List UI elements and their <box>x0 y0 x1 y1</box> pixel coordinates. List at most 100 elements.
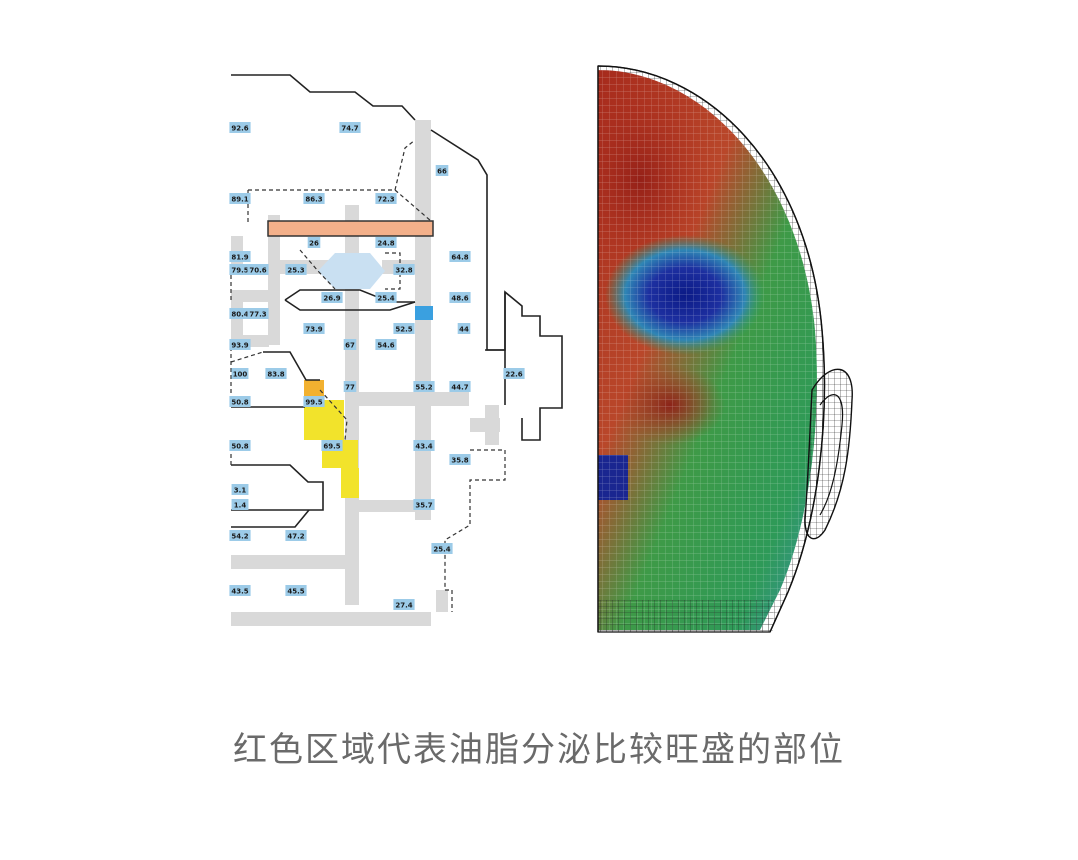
value-label-text: 43.4 <box>415 443 432 451</box>
value-label-box <box>229 339 251 350</box>
value-label-box <box>229 440 251 451</box>
value-label-box <box>375 292 397 303</box>
value-label-text: 35.8 <box>451 457 468 465</box>
value-label-text: 54.2 <box>231 533 248 541</box>
value-label-box <box>303 323 325 334</box>
value-label: 77 <box>343 381 357 392</box>
value-label-text: 80.4 <box>231 311 248 319</box>
value-label-box <box>229 530 251 541</box>
value-label-box <box>449 454 471 465</box>
value-label: 67 <box>343 339 357 350</box>
value-label-box <box>393 264 415 275</box>
value-label-box <box>449 292 471 303</box>
value-label: 83.8 <box>265 368 287 379</box>
value-label-text: 64.8 <box>451 254 468 262</box>
value-label-box <box>321 440 343 451</box>
value-label-box <box>285 530 307 541</box>
value-label-text: 92.6 <box>231 125 248 133</box>
value-label-text: 69.5 <box>323 443 340 451</box>
zone-dashed-outlines <box>230 139 506 612</box>
value-label-box <box>285 264 307 275</box>
value-label-text: 81.9 <box>231 254 248 262</box>
value-label-text: 72.3 <box>377 196 394 204</box>
neck-mesh <box>598 600 773 632</box>
value-label-box <box>231 499 249 510</box>
value-label: 93.9 <box>229 339 251 350</box>
sebum-values: 92.6 74.7 66 89.1 86.3 72.3 26 24.8 64.8 81.9 79.5… <box>229 122 525 610</box>
value-label-text: 54.6 <box>377 342 394 350</box>
value-label: 52.5 <box>393 323 415 334</box>
value-label: 24.8 <box>375 237 397 248</box>
value-label: 44.7 <box>449 381 471 392</box>
value-label-text: 45.5 <box>287 588 304 596</box>
value-label-text: 3.1 <box>234 487 247 495</box>
value-label-box <box>247 264 269 275</box>
zone-grid-bars <box>231 120 500 626</box>
value-label-text: 77.3 <box>249 311 266 319</box>
value-label: 35.8 <box>449 454 471 465</box>
value-label-text: 24.8 <box>377 240 394 248</box>
value-label: 3.1 <box>231 484 249 495</box>
value-label-text: 44 <box>459 326 469 334</box>
value-label-box <box>229 251 251 262</box>
value-label-box <box>503 368 525 379</box>
value-label-box <box>265 368 287 379</box>
value-label: 72.3 <box>375 193 397 204</box>
value-label-box <box>449 381 471 392</box>
value-label-box <box>303 396 325 407</box>
value-label-box <box>231 368 249 379</box>
value-label-text: 26 <box>309 240 319 248</box>
value-label-text: 26.9 <box>323 295 340 303</box>
accent-square <box>415 306 433 320</box>
value-label-box <box>413 499 435 510</box>
zone-outlines <box>231 74 563 528</box>
value-label-box <box>375 237 397 248</box>
head-heatmap <box>597 65 853 633</box>
value-label: 22.6 <box>503 368 525 379</box>
value-label-box <box>229 396 251 407</box>
value-label-box <box>229 585 251 596</box>
brow-highlight-bar <box>267 220 434 237</box>
value-label-box <box>229 264 251 275</box>
value-label-box <box>375 339 397 350</box>
value-label-text: 89.1 <box>231 196 248 204</box>
value-label-text: 25.4 <box>433 546 450 554</box>
value-label-text: 47.2 <box>287 533 304 541</box>
value-label: 26 <box>307 237 321 248</box>
value-label: 32.8 <box>393 264 415 275</box>
value-label: 27.4 <box>393 599 415 610</box>
value-label: 86.3 <box>303 193 325 204</box>
value-label-text: 25.3 <box>287 267 304 275</box>
value-label-text: 32.8 <box>395 267 412 275</box>
value-label: 69.5 <box>321 440 343 451</box>
value-label-box <box>307 237 321 248</box>
value-label-text: 74.7 <box>341 125 358 133</box>
value-label-text: 79.5 <box>231 267 248 275</box>
value-label-box <box>231 484 249 495</box>
value-label-text: 48.6 <box>451 295 468 303</box>
value-label: 25.4 <box>375 292 397 303</box>
value-label-box <box>431 543 453 554</box>
value-label-box <box>229 122 251 133</box>
value-label: 74.7 <box>339 122 361 133</box>
value-label-text: 52.5 <box>395 326 412 334</box>
value-label: 64.8 <box>449 251 471 262</box>
value-label: 73.9 <box>303 323 325 334</box>
value-label: 54.2 <box>229 530 251 541</box>
value-label-box <box>413 440 435 451</box>
value-label-text: 99.5 <box>305 399 322 407</box>
value-label-box <box>285 585 307 596</box>
value-label: 35.7 <box>413 499 435 510</box>
value-label: 54.6 <box>375 339 397 350</box>
value-label-text: 1.4 <box>234 502 247 510</box>
value-label: 26.9 <box>321 292 343 303</box>
figure-caption: 红色区域代表油脂分泌比较旺盛的部位 <box>233 730 845 770</box>
sebum-zone-map: 92.6 74.7 66 89.1 86.3 72.3 26 24.8 64.8 81.9 79.5… <box>229 74 563 626</box>
value-label-text: 50.8 <box>231 399 248 407</box>
value-label: 43.4 <box>413 440 435 451</box>
value-label-box <box>457 323 471 334</box>
value-label: 45.5 <box>285 585 307 596</box>
value-label-text: 66 <box>437 168 447 176</box>
ear-wireframe <box>804 368 853 540</box>
